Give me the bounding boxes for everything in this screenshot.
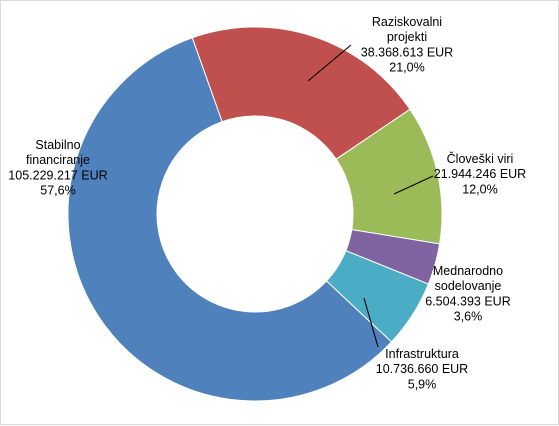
data-label: Stabilno financiranje 105.229.217 EUR 57,6% (8, 138, 107, 198)
data-label: Infrastruktura 10.736.660 EUR 5,9% (376, 347, 468, 391)
slice-raziskovalni-projekti (191, 26, 411, 160)
data-label: Človeški viri 21.944.246 EUR 12,0% (434, 151, 526, 196)
slice-stabilno-financiranje (67, 37, 393, 402)
leader-line (363, 297, 379, 348)
leader-line (307, 44, 352, 82)
data-label: Raziskovalni projekti 38.368.613 EUR 21,0% (361, 15, 453, 75)
data-label: Mednarodno sodelovanje 6.504.393 EUR 3,6% (425, 264, 510, 324)
leader-line (393, 175, 434, 195)
